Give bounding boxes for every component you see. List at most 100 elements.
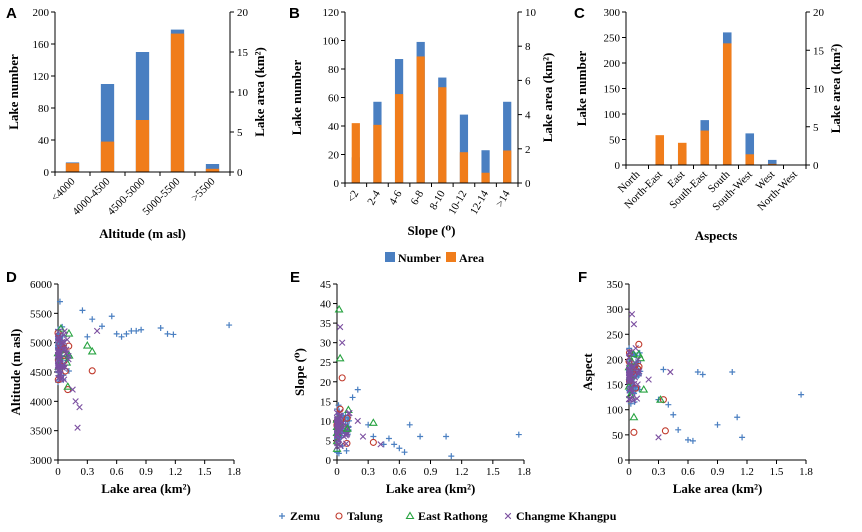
legend-talung-label: Talung [347,509,383,523]
scatter-point-zemu [798,391,805,398]
y-tick-label: 5500 [30,308,53,320]
bar-area [135,120,150,172]
axis-frame [625,12,807,166]
legend-top: Number Area [385,251,484,265]
scatter-point-zemu [380,441,387,448]
scatter-point-changme [54,347,62,354]
y-right-tick-label: 20 [237,7,249,19]
y-left-axis-label: Lake number [6,54,21,130]
x-tick-label: 6-8 [409,188,427,207]
scatter-point-changme [359,433,367,440]
scatter-point-changme [630,364,637,372]
y-right-axis-label: Lake area (km²) [252,47,267,137]
scatter-point-rathong [634,349,644,358]
axis-frame [344,12,519,184]
y-left-tick-label: 0 [334,178,340,190]
y-tick-label: 0 [618,455,624,467]
scatter-point-changme [334,421,341,428]
x-tick-label: 0.3 [652,466,666,478]
scatter-point-talung [338,374,346,382]
y-right-tick-label: 0 [813,160,819,172]
scatter-point-zemu [665,401,672,408]
legend-zemu-marker [279,513,285,519]
legend-east-rathong-symbol [405,511,415,520]
scatter-point-rathong [629,412,639,421]
scatter-point-changme [69,386,76,393]
scatter-point-changme [629,394,636,401]
scatter-point-changme [342,422,349,429]
x-tick-label: 12-14 [468,188,491,217]
scatter-point-changme [333,429,341,437]
x-tick-label: 1.8 [227,466,241,478]
y-left-tick-label: 100 [604,109,621,121]
y-tick-label: 250 [607,329,624,341]
panel-label: A [6,5,17,22]
y-tick-label: 0 [326,455,332,467]
x-tick-label: 0.9 [711,466,725,478]
y-right-tick-label: 10 [813,84,825,96]
legend-bottom: Zemu Talung East Rathong Changme Khangpu [279,509,617,523]
y-left-tick-label: 0 [615,160,621,172]
scatter-point-changme [57,370,64,377]
x-tick-label: 0.9 [139,466,153,478]
scatter-point-talung [88,367,96,375]
scatter-point-changme [335,441,343,448]
x-tick-label: 1.8 [799,466,813,478]
bar-area [416,56,425,183]
x-tick-label: 10-12 [446,189,469,217]
panel-d: 3000 3500 4000 4500 5000 5500 6000 0 0.3 0.6 0.9 1.… [6,269,241,496]
legend-changme-khangpu-label: Changme Khangpu [516,509,617,523]
scatter-point-zemu [157,325,164,331]
scatter-point-changme [63,336,71,343]
x-axis-label: Altitude (m asl) [99,226,186,241]
x-tick-label: >14 [494,188,513,209]
scatter-point-changme [377,441,384,448]
scatter-point-changme [625,348,633,356]
y-right-tick-label: 20 [813,7,825,19]
bar-area [373,124,382,183]
scatter-point-changme [339,339,346,346]
legend-talung-symbol [335,512,343,520]
scatter-point-changme [625,366,633,373]
scatter-point-changme [343,431,351,438]
panel-label: E [290,269,300,286]
panel-e: 0 5 10 15 20 25 30 35 40 45 0 0.3 0.6 0.9 1.2 1.5 1.8 Slo… [290,269,531,496]
scatter-point-changme [54,366,62,374]
y-left-tick-label: 160 [33,39,50,51]
scatter-point-zemu [515,431,522,438]
scatter-point-rathong [636,353,646,362]
bar-number [767,159,777,165]
scatter-point-rathong [87,346,97,355]
bar-area [170,33,185,172]
y-tick-label: 150 [607,380,624,392]
y-left-tick-label: 20 [328,150,340,162]
legend-zemu-symbol [279,513,285,519]
x-tick-label: 0.3 [361,466,375,478]
scatter-point-talung [630,428,638,436]
scatter-point-changme [55,328,62,335]
x-tick-label: 1.8 [517,466,531,478]
y-tick-label: 6000 [30,279,53,291]
x-tick-label: 1.5 [770,466,784,478]
scatter-point-zemu [689,437,696,444]
scatter-point-zemu [79,307,86,314]
scatter-point-zemu [89,316,96,323]
scatter-point-changme [65,352,72,360]
x-tick-label: 1.5 [198,466,212,478]
x-tick-label: 5000-5500 [140,175,183,218]
x-tick-label: 0.6 [392,466,406,478]
panel-f: 0 50 100 150 200 250 300 350 0 0.3 0.6 0.9 1.2 1.5 1.8… [578,269,813,496]
x-tick-label: 2-4 [365,188,383,207]
bar-number [205,164,220,172]
y-tick-label: 5 [326,435,332,447]
y-left-tick-label: 150 [604,84,621,96]
y-left-tick-label: 120 [33,71,50,83]
panel-label: B [289,5,300,22]
panel-label: F [578,269,587,286]
scatter-point-changme [54,349,62,356]
legend-number-swatch [385,252,395,262]
x-tick-label: 0.6 [110,466,124,478]
y-left-tick-label: 250 [604,33,621,45]
